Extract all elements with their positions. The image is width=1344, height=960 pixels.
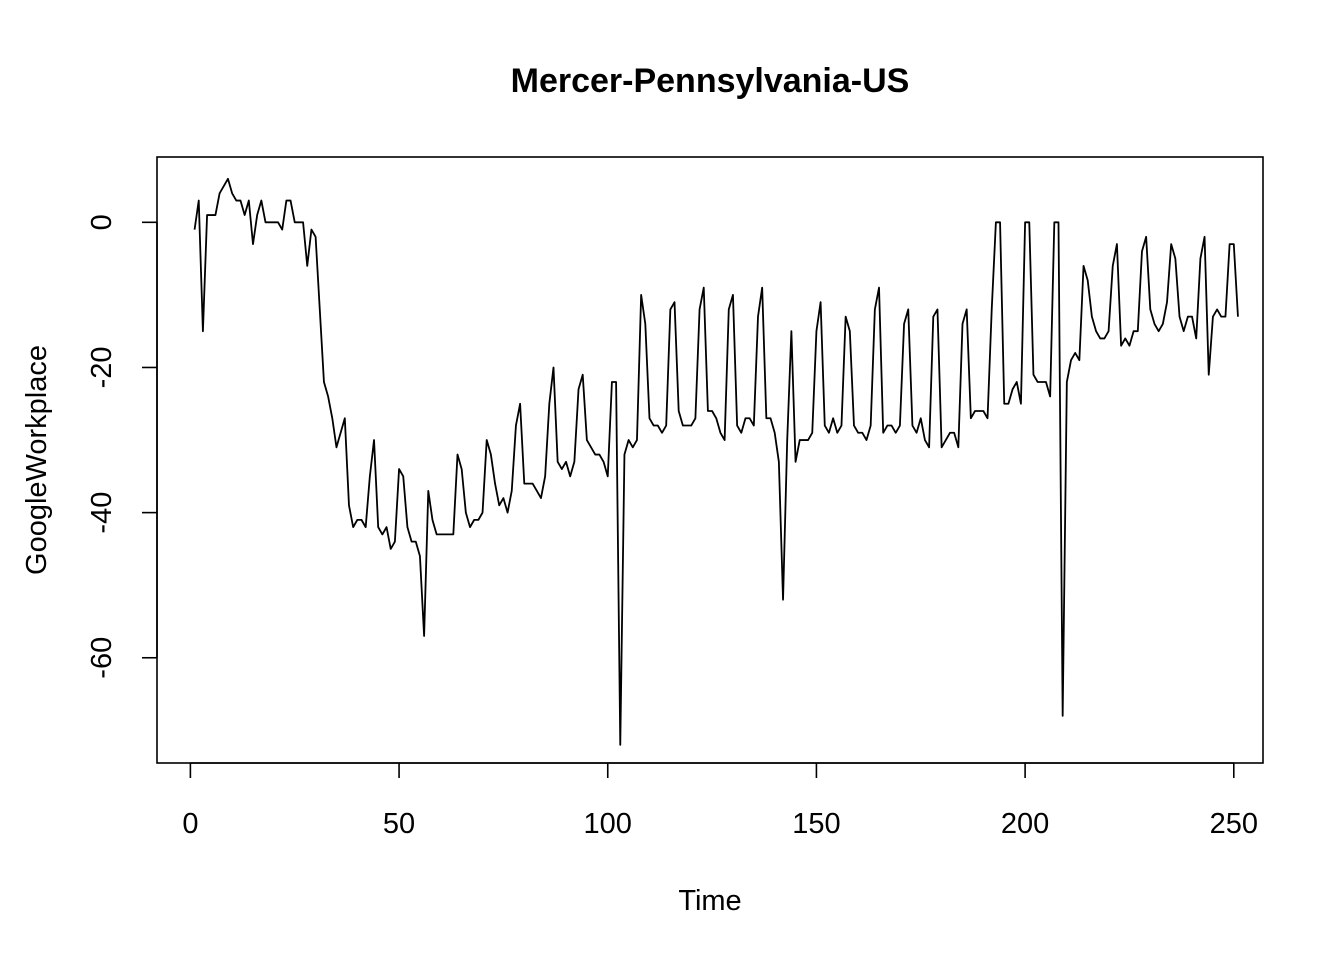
chart-title: Mercer-Pennsylvania-US bbox=[511, 62, 910, 100]
x-tick-label: 0 bbox=[182, 808, 198, 840]
y-tick-label: -40 bbox=[86, 492, 118, 534]
y-tick-label: 0 bbox=[86, 214, 118, 230]
x-tick-label: 250 bbox=[1210, 808, 1258, 840]
plot-frame bbox=[156, 156, 1264, 764]
y-axis: 0 -20 -40 -60 bbox=[86, 214, 158, 679]
x-tick-label: 150 bbox=[792, 808, 840, 840]
series-line bbox=[193, 177, 1239, 746]
x-tick-label: 200 bbox=[1001, 808, 1049, 840]
x-tick-label: 100 bbox=[584, 808, 632, 840]
y-tick-label: -60 bbox=[86, 637, 118, 679]
x-axis: 0 50 100 150 200 250 bbox=[182, 762, 1258, 840]
y-tick-label: -20 bbox=[86, 347, 118, 389]
x-tick-label: 50 bbox=[383, 808, 415, 840]
y-axis-label: GoogleWorkplace bbox=[21, 345, 53, 575]
x-axis-label: Time bbox=[678, 885, 741, 917]
